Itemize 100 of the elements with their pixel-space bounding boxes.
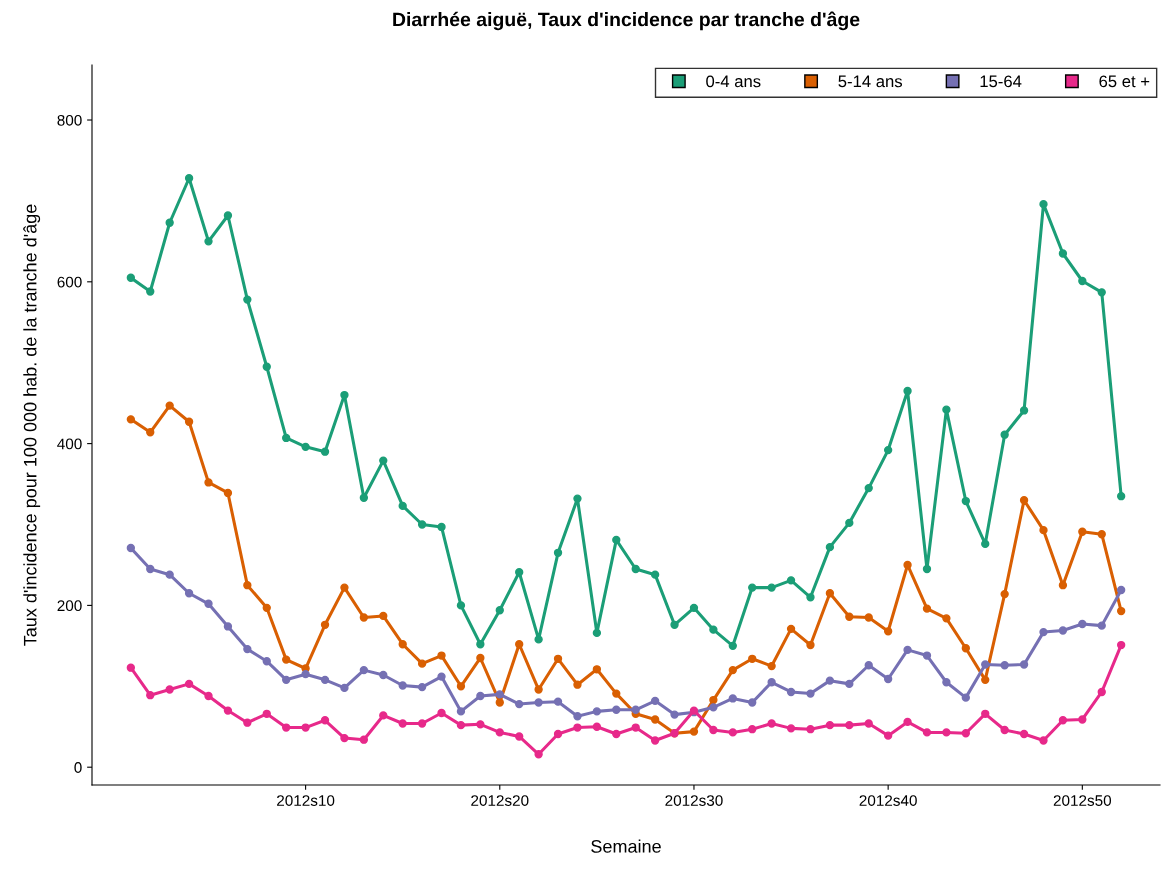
point [262, 657, 271, 666]
point [767, 583, 776, 592]
point [320, 620, 330, 629]
point [165, 685, 174, 694]
point [204, 599, 213, 608]
point [728, 665, 737, 675]
point [495, 728, 504, 737]
y-tick-label: 600 [57, 276, 82, 288]
point [883, 627, 893, 636]
point [786, 624, 796, 634]
point [204, 237, 213, 246]
point [340, 683, 349, 693]
point [942, 405, 951, 414]
point [417, 520, 427, 529]
point [1097, 288, 1106, 297]
point [359, 493, 369, 502]
point [942, 614, 951, 623]
point [922, 728, 932, 737]
point [515, 732, 524, 741]
point [495, 690, 504, 699]
point [573, 680, 582, 689]
point [748, 725, 757, 734]
point [262, 362, 271, 371]
point [961, 729, 970, 738]
point [301, 723, 310, 732]
point [903, 645, 912, 655]
point [165, 570, 174, 579]
point [883, 731, 893, 740]
point [942, 678, 951, 687]
x-tick-label: 2012s10 [277, 795, 335, 806]
point [1058, 249, 1068, 258]
point [495, 606, 504, 615]
point [825, 589, 835, 598]
point [767, 719, 776, 728]
point [864, 613, 873, 622]
point [243, 718, 252, 727]
point [845, 518, 854, 528]
point [670, 710, 679, 719]
point [1116, 492, 1126, 501]
point [786, 724, 796, 733]
point [961, 496, 970, 506]
y-axis-title: Taux d'incidence pour 100 000 hab. de la tranche d'âge [23, 204, 41, 646]
point [612, 689, 621, 698]
point [243, 295, 252, 304]
point [728, 694, 737, 703]
point [786, 687, 796, 697]
point [417, 659, 427, 668]
legend-label: 65 et + [1099, 75, 1150, 88]
point [379, 711, 388, 720]
point [1000, 589, 1009, 599]
point [262, 603, 271, 612]
point [922, 604, 932, 613]
point [845, 720, 854, 730]
point [282, 723, 291, 732]
point [534, 750, 543, 759]
point [573, 712, 582, 721]
point [806, 593, 815, 602]
point [379, 456, 388, 465]
point [146, 287, 155, 296]
point [437, 672, 446, 681]
point [709, 625, 718, 634]
point [1039, 627, 1048, 637]
point [981, 660, 990, 669]
point [806, 725, 815, 734]
point [864, 719, 873, 728]
point [1078, 276, 1087, 286]
point [184, 589, 194, 598]
point [845, 679, 854, 689]
point [981, 675, 990, 684]
point [515, 568, 524, 577]
point [612, 729, 621, 739]
point [495, 698, 504, 707]
point [631, 705, 640, 714]
point [126, 663, 136, 672]
point [689, 727, 699, 736]
point [922, 651, 932, 660]
point [981, 709, 990, 718]
y-tick-label: 800 [57, 114, 82, 126]
point [709, 725, 718, 735]
point [728, 641, 737, 651]
point [184, 174, 194, 183]
point [825, 720, 835, 730]
point [883, 674, 893, 684]
point [515, 640, 524, 649]
point [650, 696, 660, 706]
point [301, 670, 310, 679]
point [1019, 729, 1029, 739]
x-tick-label: 2012s30 [665, 795, 723, 806]
point [359, 665, 369, 675]
point [146, 564, 155, 574]
point [320, 447, 330, 456]
point [864, 483, 873, 493]
point [476, 691, 485, 701]
point [456, 601, 466, 610]
point [1097, 687, 1106, 697]
chart-title: Diarrhée aiguë, Taux d'incidence par tranche d'âge [393, 11, 860, 31]
point [437, 708, 446, 718]
point [1039, 526, 1048, 535]
point [1058, 716, 1068, 725]
point [709, 703, 718, 712]
